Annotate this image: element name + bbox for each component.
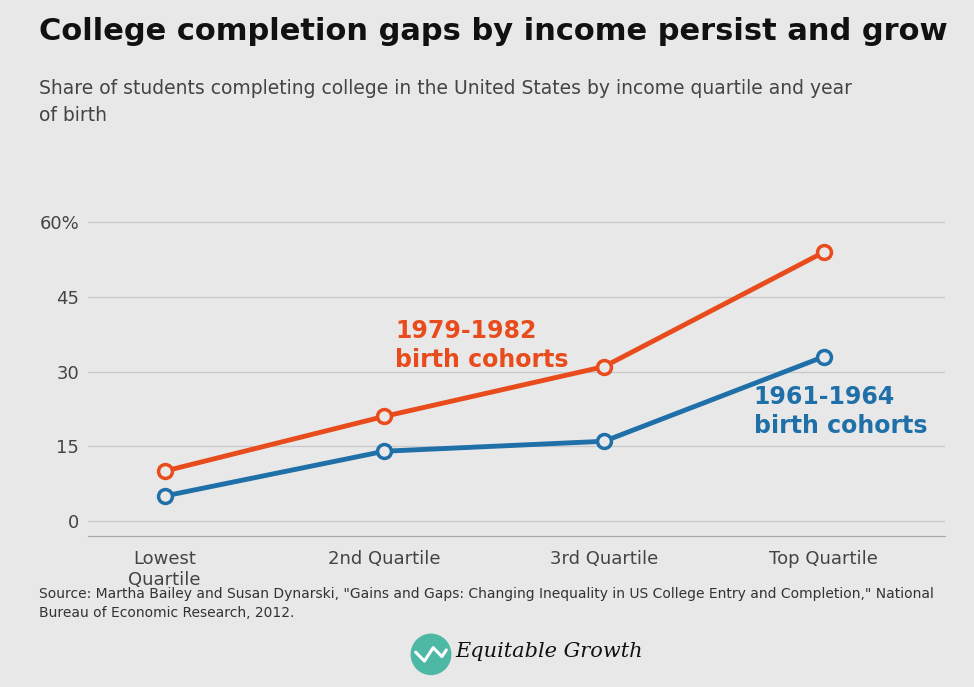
Ellipse shape (411, 634, 451, 675)
Text: 1961-1964
birth cohorts: 1961-1964 birth cohorts (754, 385, 927, 438)
Text: 1979-1982
birth cohorts: 1979-1982 birth cohorts (395, 319, 569, 372)
Text: College completion gaps by income persist and grow: College completion gaps by income persis… (39, 17, 948, 46)
Text: Source: Martha Bailey and Susan Dynarski, "Gains and Gaps: Changing Inequality i: Source: Martha Bailey and Susan Dynarski… (39, 587, 934, 620)
Text: Equitable Growth: Equitable Growth (455, 642, 643, 661)
Text: Share of students completing college in the United States by income quartile and: Share of students completing college in … (39, 79, 852, 124)
